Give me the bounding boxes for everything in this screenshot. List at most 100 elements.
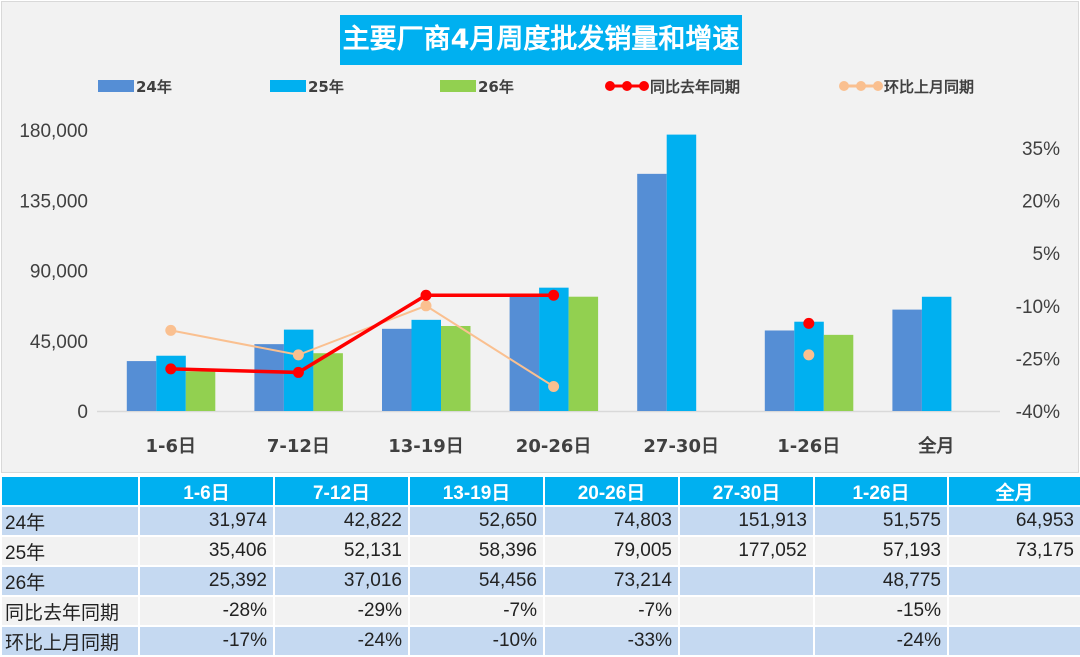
table-row: 24年 31,974 42,822 52,650 74,803 151,913 51,575…	[0, 505, 1080, 537]
table-cell	[678, 565, 815, 597]
table-header-cell: 27-30日	[678, 475, 815, 507]
row-label: 26年	[0, 565, 140, 597]
table-header-cell: 1-26日	[813, 475, 949, 507]
bar-25年-13-19日	[411, 319, 441, 411]
bar-26年-7-12日	[313, 353, 343, 411]
table-row: 环比上月同期 -17% -24% -10% -33% -24%	[0, 625, 1080, 657]
table-cell: -7%	[543, 595, 680, 627]
table-cell: 35,406	[138, 535, 275, 567]
point-同比去年同期-20-26日	[548, 289, 560, 301]
bar-26年-13-19日	[441, 325, 471, 411]
left-axis-tick-label: 90,000	[30, 262, 88, 283]
bar-26年-20-26日	[568, 296, 599, 411]
legend-label: 25年	[308, 77, 344, 96]
legend-item-同比去年同期: 同比去年同期	[604, 76, 740, 96]
bar-24年-全月	[892, 309, 922, 411]
table-cell: 25,392	[138, 565, 275, 597]
table-cell	[947, 625, 1080, 657]
table-cell	[678, 625, 815, 657]
table-row: 26年 25,392 37,016 54,456 73,214 48,775	[0, 565, 1080, 597]
x-axis-tick-label: 13-19日	[388, 436, 464, 457]
table-header-cell: 13-19日	[408, 475, 545, 507]
table-cell: -10%	[408, 625, 545, 657]
table-cell: 74,803	[543, 505, 680, 537]
table-cell	[947, 595, 1080, 627]
table-cell: 73,175	[947, 535, 1080, 567]
bar-25年-全月	[921, 296, 952, 411]
legend-item-25年: 25年	[270, 76, 344, 96]
table-cell: 37,016	[273, 565, 410, 597]
x-axis-tick-label: 全月	[917, 435, 954, 457]
legend-swatch	[98, 80, 134, 92]
table-cell: 52,131	[273, 535, 410, 567]
table-cell: 54,456	[408, 565, 545, 597]
bar-24年-27-30日	[637, 173, 667, 411]
right-axis-tick-label: -25%	[1016, 349, 1060, 370]
row-label: 环比上月同期	[0, 625, 140, 657]
legend-swatch	[440, 80, 476, 92]
point-环比上月同期-13-19日	[420, 300, 432, 312]
table-header-cell: 全月	[947, 475, 1080, 507]
table-cell: 51,575	[813, 505, 949, 537]
table-cell: 79,005	[543, 535, 680, 567]
table-row: 25年 35,406 52,131 58,396 79,005 177,052 57,193…	[0, 535, 1080, 567]
bar-25年-27-30日	[666, 134, 697, 411]
bar-26年-1-6日	[185, 371, 216, 411]
row-label: 25年	[0, 535, 140, 567]
bar-24年-1-26日	[764, 330, 795, 411]
table-header-row: 1-6日 7-12日 13-19日 20-26日 27-30日 1-26日 全月	[0, 475, 1080, 507]
point-同比去年同期-7-12日	[292, 366, 304, 378]
table-cell: 48,775	[813, 565, 949, 597]
bar-26年-1-26日	[823, 334, 854, 411]
point-环比上月同期-20-26日	[548, 380, 560, 392]
table-cell: -15%	[813, 595, 949, 627]
table-header-cell: 20-26日	[543, 475, 680, 507]
table-header-cell	[0, 475, 140, 507]
left-axis-tick-label: 135,000	[19, 191, 88, 212]
legend-swatch	[270, 80, 306, 92]
table-cell: 151,913	[678, 505, 815, 537]
x-axis-tick-label: 27-30日	[643, 436, 719, 457]
table-cell: -29%	[273, 595, 410, 627]
table-cell: -7%	[408, 595, 545, 627]
line-环比上月同期	[170, 304, 555, 388]
left-axis-tick-label: 45,000	[30, 332, 88, 353]
right-axis-tick-label: 20%	[1022, 192, 1060, 213]
table-cell: 73,214	[543, 565, 680, 597]
point-同比去年同期-1-6日	[165, 363, 177, 375]
table-header-cell: 7-12日	[273, 475, 410, 507]
legend-item-24年: 24年	[98, 76, 172, 96]
table-cell: 52,650	[408, 505, 545, 537]
row-label: 同比去年同期	[0, 595, 140, 627]
left-axis-tick-label: 0	[77, 402, 88, 423]
chart-svg: 0 45,000 90,000 135,000 180,000 -40% -25% -10% 5…	[19, 121, 1060, 457]
legend-line-marker	[838, 79, 884, 93]
legend-label: 26年	[478, 77, 514, 96]
table-cell: -24%	[273, 625, 410, 657]
right-axis-tick-label: -40%	[1016, 402, 1060, 423]
table-cell: 42,822	[273, 505, 410, 537]
table-cell: 177,052	[678, 535, 815, 567]
bar-24年-7-12日	[254, 344, 284, 411]
legend-label: 24年	[136, 77, 172, 96]
bar-25年-20-26日	[539, 287, 569, 411]
table-cell: 57,193	[813, 535, 949, 567]
bar-25年-1-26日	[794, 321, 824, 411]
point-环比上月同期-1-26日	[803, 349, 815, 361]
x-axis-tick-label: 20-26日	[516, 436, 592, 457]
legend-label: 环比上月同期	[884, 77, 975, 96]
table-cell: 31,974	[138, 505, 275, 537]
point-环比上月同期-7-12日	[292, 349, 304, 361]
table-cell	[947, 565, 1080, 597]
bar-24年-1-6日	[126, 361, 157, 411]
table-row: 同比去年同期 -28% -29% -7% -7% -15%	[0, 595, 1080, 627]
table-cell: -17%	[138, 625, 275, 657]
table-cell	[678, 595, 815, 627]
right-axis-tick-label: -10%	[1016, 297, 1060, 318]
legend-item-26年: 26年	[440, 76, 514, 96]
x-axis-tick-label: 7-12日	[267, 436, 330, 457]
point-同比去年同期-1-26日	[803, 317, 815, 329]
row-label: 24年	[0, 505, 140, 537]
bar-24年-20-26日	[509, 294, 540, 411]
bar-24年-13-19日	[382, 328, 412, 411]
